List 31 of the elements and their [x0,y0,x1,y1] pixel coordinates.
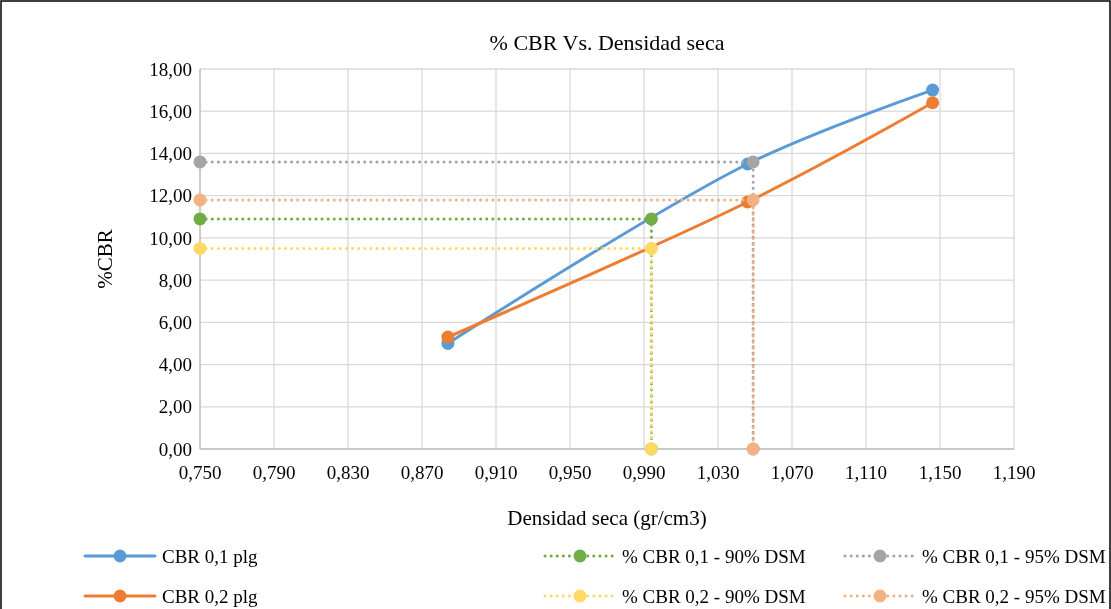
y-axis-title: %CBR [93,229,117,289]
y-tick-label: 2,00 [158,396,192,418]
y-tick-label: 8,00 [158,269,192,291]
y-tick-label: 6,00 [158,311,192,333]
x-tick-label: 0,790 [252,462,296,483]
x-tick-label: 1,190 [992,462,1036,483]
x-tick-label: 1,150 [918,462,962,483]
y-tick-label: 0,00 [158,438,192,460]
x-tick-label: 1,030 [696,462,740,483]
y-tick-label: 16,00 [149,100,192,122]
x-tick-label: 0,910 [474,462,518,483]
chart-title: % CBR Vs. Densidad seca [489,30,725,55]
x-tick-label: 0,870 [400,462,444,483]
legend-label: % CBR 0,2 - 95% DSM [922,585,1106,607]
y-tick-label: 12,00 [149,185,192,207]
y-tick-label: 4,00 [158,354,192,376]
y-tick-label: 18,00 [149,58,192,80]
legend-label: % CBR 0,1 - 95% DSM [922,545,1106,567]
x-tick-label: 0,750 [178,462,222,483]
y-tick-label: 10,00 [149,227,192,249]
x-tick-label: 0,950 [548,462,592,483]
x-tick-label: 0,990 [622,462,666,483]
x-tick-label: 1,110 [844,462,888,483]
y-tick-label: 14,00 [149,143,192,165]
legend-label: CBR 0,1 plg [162,545,259,567]
legend-label: % CBR 0,2 - 90% DSM [622,585,806,607]
x-tick-label: 1,070 [770,462,814,483]
x-axis-title: Densidad seca (gr/cm3) [507,506,707,530]
legend-label: CBR 0,2 plg [162,585,259,607]
legend-label: % CBR 0,1 - 90% DSM [622,545,806,567]
x-tick-label: 0,830 [326,462,370,483]
